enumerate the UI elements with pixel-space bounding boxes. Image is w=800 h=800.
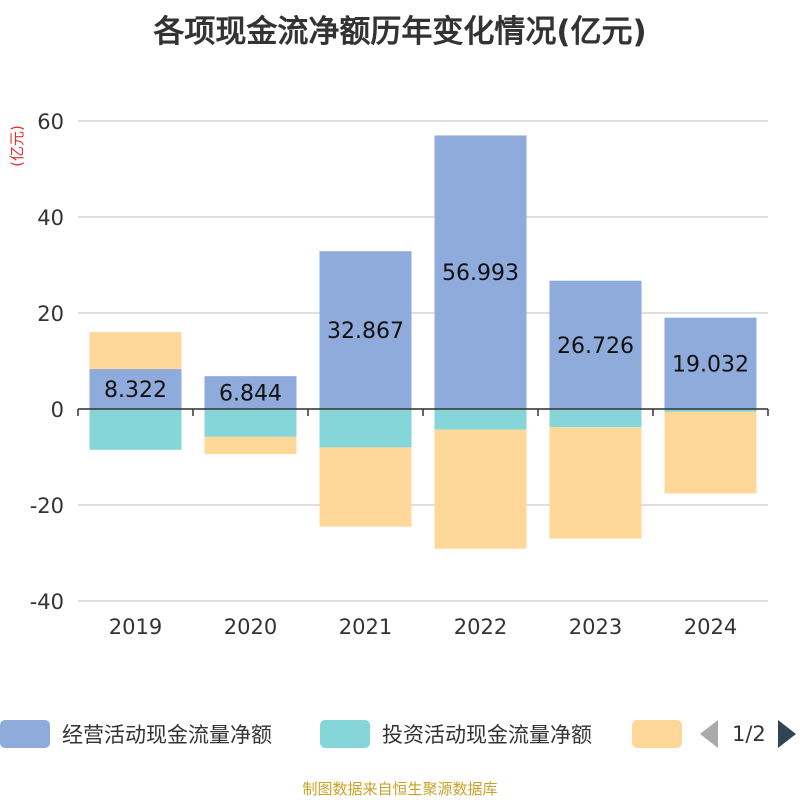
data-label: 8.322 [104, 378, 167, 403]
bar-series2-2022[interactable] [434, 409, 527, 430]
bar-series2-2023[interactable] [549, 409, 642, 428]
legend-label-investing: 投资活动现金流量净额 [382, 723, 592, 747]
legend-item-investing[interactable]: 投资活动现金流量净额 [320, 719, 592, 749]
y-tick-label: 60 [37, 110, 64, 134]
chart-title: 各项现金流净额历年变化情况(亿元) [153, 14, 647, 50]
bar-series2-2020[interactable] [204, 409, 297, 437]
legend-pager: 1/2 [700, 719, 796, 749]
data-label: 6.844 [219, 382, 282, 407]
x-tick-label: 2024 [684, 615, 737, 639]
x-tick-label: 2021 [339, 615, 392, 639]
bar-series1-2019[interactable] [89, 369, 182, 409]
x-tick-label: 2019 [109, 615, 162, 639]
bar-series1-2021[interactable] [319, 251, 412, 409]
y-tick-label: 0 [51, 398, 64, 422]
bar-series3-2019[interactable] [89, 332, 182, 370]
bar-series2-2021[interactable] [319, 409, 412, 448]
y-axis-label: (亿元) [8, 125, 26, 167]
legend-page-indicator: 1/2 [732, 722, 766, 746]
source-note: 制图数据来自恒生聚源数据库 [302, 780, 498, 798]
bar-series3-2022[interactable] [434, 429, 527, 549]
y-tick-label: 40 [37, 206, 64, 230]
legend-swatch-investing [320, 720, 370, 748]
data-label: 26.726 [557, 334, 634, 359]
legend-item-financing[interactable] [632, 719, 682, 749]
bar-series1-2022[interactable] [434, 135, 527, 409]
legend-swatch-financing [632, 720, 682, 748]
bar-series2-2024[interactable] [664, 409, 757, 412]
bar-series3-2020[interactable] [204, 436, 297, 455]
legend-item-operating[interactable]: 经营活动现金流量净额 [0, 719, 272, 749]
bar-series3-2024[interactable] [664, 411, 757, 494]
x-tick-label: 2022 [454, 615, 507, 639]
bar-series1-2023[interactable] [549, 280, 642, 409]
y-tick-label: 20 [37, 302, 64, 326]
bar-series3-2023[interactable] [549, 427, 642, 539]
data-label: 56.993 [442, 261, 519, 286]
bar-series2-2019[interactable] [89, 409, 182, 450]
data-label: 32.867 [327, 319, 404, 344]
legend-prev-page-icon[interactable] [700, 720, 718, 748]
bar-series1-2020[interactable] [204, 376, 297, 409]
y-tick-label: -20 [30, 494, 64, 518]
bar-series1-2024[interactable] [664, 317, 757, 409]
legend-swatch-operating [0, 720, 50, 748]
legend: 经营活动现金流量净额 投资活动现金流量净额 1/2 [0, 715, 800, 755]
data-label: 19.032 [672, 352, 749, 377]
x-tick-label: 2020 [224, 615, 277, 639]
legend-next-page-icon[interactable] [777, 720, 796, 748]
y-tick-label: -40 [30, 590, 64, 614]
legend-label-operating: 经营活动现金流量净额 [62, 723, 272, 747]
x-tick-label: 2023 [569, 615, 622, 639]
bar-series3-2021[interactable] [319, 447, 412, 527]
